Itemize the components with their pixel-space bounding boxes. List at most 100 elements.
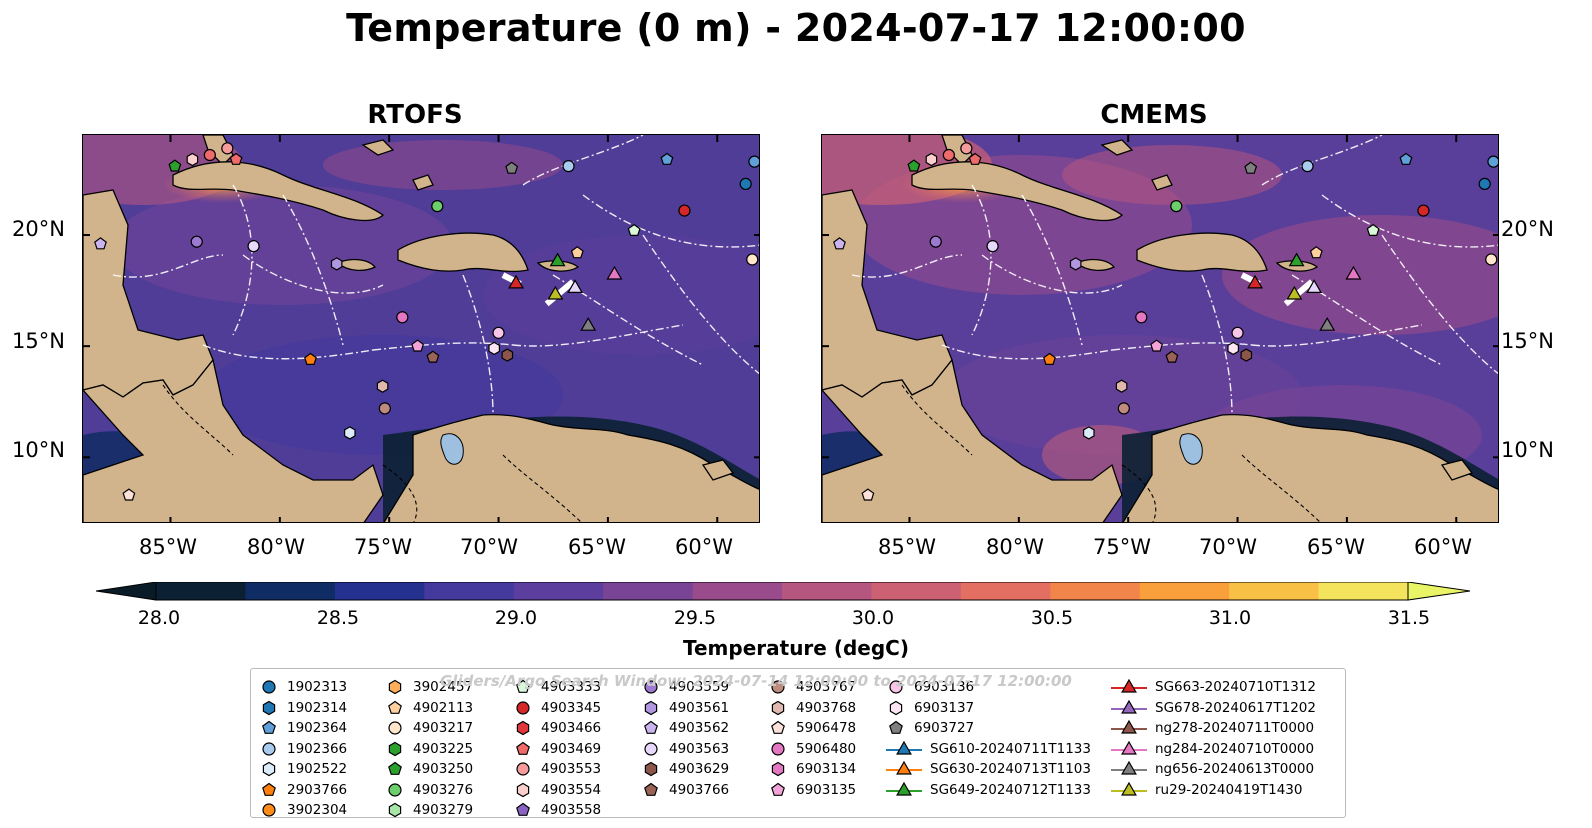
legend-label: 6903136 xyxy=(914,679,975,696)
eez-boundary xyxy=(1201,274,1233,416)
legend-marker-icon xyxy=(644,721,658,735)
legend-label: SG630-20240713T1103 xyxy=(930,761,1091,778)
legend-label: SG610-20240711T1133 xyxy=(930,740,1091,757)
land-mass xyxy=(941,135,973,166)
legend-label: 4902113 xyxy=(413,699,474,716)
legend-label: 4903225 xyxy=(413,740,474,757)
float-marker xyxy=(426,350,440,363)
colorbar-frame xyxy=(155,581,1409,601)
colorbar-tick: 30.5 xyxy=(1030,607,1074,629)
float-marker xyxy=(501,348,514,362)
lat-label-10n-right: 10°N xyxy=(1501,438,1554,462)
lon-label-75w-left: 75°W xyxy=(354,535,412,559)
colorbar-segment xyxy=(156,582,246,600)
land-mass xyxy=(1122,414,1498,522)
legend-marker-icon xyxy=(1111,699,1147,714)
float-marker xyxy=(396,311,409,324)
land-mass xyxy=(383,414,759,522)
colorbar-segment xyxy=(1318,582,1409,600)
lake xyxy=(440,433,464,465)
colorbar-tick: 31.0 xyxy=(1208,607,1252,629)
legend-item: 4903345 xyxy=(513,698,601,719)
main-title: Temperature (0 m) - 2024-07-17 12:00:00 xyxy=(346,6,1246,50)
legend-label: 4903466 xyxy=(541,720,602,737)
float-marker xyxy=(1117,402,1130,415)
legend: 1902313 1902314 1902364 1902366 1902522 29037… xyxy=(250,668,1346,818)
legend-label: 4903766 xyxy=(669,781,730,798)
legend-marker xyxy=(771,742,785,756)
float-marker xyxy=(168,159,182,172)
legend-marker xyxy=(889,721,903,735)
colorbar-tick: 28.0 xyxy=(137,607,181,629)
float-marker xyxy=(570,246,584,259)
country-border xyxy=(162,384,234,456)
legend-marker-icon xyxy=(644,782,658,796)
legend-item: 4903563 xyxy=(641,739,729,760)
legend-item: 4903333 xyxy=(513,677,601,698)
legend-marker-icon xyxy=(262,700,276,715)
legend-label: ng656-20240613T0000 xyxy=(1155,761,1315,778)
colorbar-segment xyxy=(1139,582,1230,600)
eez-boundary xyxy=(941,344,1113,360)
float-marker xyxy=(929,235,942,248)
legend-marker xyxy=(771,680,785,694)
legend-item: 1902522 xyxy=(259,759,347,780)
float-marker xyxy=(547,285,564,300)
legend-label: SG663-20240710T1312 xyxy=(1155,679,1316,696)
float-marker xyxy=(1069,257,1082,271)
country-border xyxy=(901,384,973,456)
lon-label-65w-right: 65°W xyxy=(1307,535,1365,559)
lon-label-70w-left: 70°W xyxy=(460,535,518,559)
colorbar-tick: 29.0 xyxy=(494,607,538,629)
float-marker xyxy=(861,488,875,501)
legend-item: 4903561 xyxy=(641,698,729,719)
float-marker xyxy=(567,279,584,293)
legend-item: 4903768 xyxy=(768,698,856,719)
float-marker xyxy=(1487,155,1498,168)
float-marker xyxy=(1135,311,1148,324)
temperature-patch xyxy=(1222,215,1498,335)
land-mass xyxy=(361,139,395,156)
legend-item: 3902304 xyxy=(259,800,347,821)
legend-item: 6903134 xyxy=(768,759,856,780)
legend-label: SG678-20240617T1202 xyxy=(1155,699,1316,716)
legend-item: 4903466 xyxy=(513,718,601,739)
float-marker xyxy=(942,148,955,162)
legend-label: 6903727 xyxy=(914,720,975,737)
eez-boundary xyxy=(232,184,253,336)
legend-column: 4903767 4903768 5906478 5906480 6903134 69031… xyxy=(768,677,856,800)
legend-marker xyxy=(262,803,276,817)
legend-marker-icon xyxy=(262,762,276,777)
legend-marker xyxy=(896,740,912,755)
float-marker xyxy=(1043,352,1056,365)
legend-marker-icon xyxy=(516,762,530,776)
colorbar-segment xyxy=(334,582,425,600)
float-marker xyxy=(580,316,597,331)
land-mass xyxy=(1151,174,1173,191)
eez-boundary xyxy=(582,194,759,248)
legend-label: 6903135 xyxy=(796,781,857,798)
float-marker xyxy=(1244,161,1258,174)
colorbar-segment xyxy=(871,582,962,600)
country-border xyxy=(382,464,418,522)
float-marker xyxy=(431,200,444,213)
legend-marker-icon xyxy=(1111,679,1147,693)
legend-marker-icon xyxy=(388,721,402,735)
lon-label-65w-left: 65°W xyxy=(568,535,626,559)
legend-marker-icon xyxy=(644,762,658,777)
legend-column: SG663-20240710T1312 SG678-20240617T1202 ng… xyxy=(1111,677,1316,800)
land-mass xyxy=(701,459,735,481)
legend-marker xyxy=(388,741,402,756)
float-marker xyxy=(1150,339,1164,352)
legend-item: ng656-20240613T0000 xyxy=(1111,759,1316,780)
float-marker xyxy=(1247,274,1264,289)
colorbar-segment xyxy=(513,582,604,600)
legend-marker xyxy=(516,762,530,776)
legend-marker xyxy=(262,742,276,756)
eez-boundary xyxy=(202,344,374,360)
legend-marker xyxy=(896,761,912,775)
float-marker xyxy=(1240,348,1253,362)
legend-marker-icon xyxy=(388,783,402,797)
legend-marker-icon xyxy=(516,721,530,736)
land-mass xyxy=(202,135,234,166)
